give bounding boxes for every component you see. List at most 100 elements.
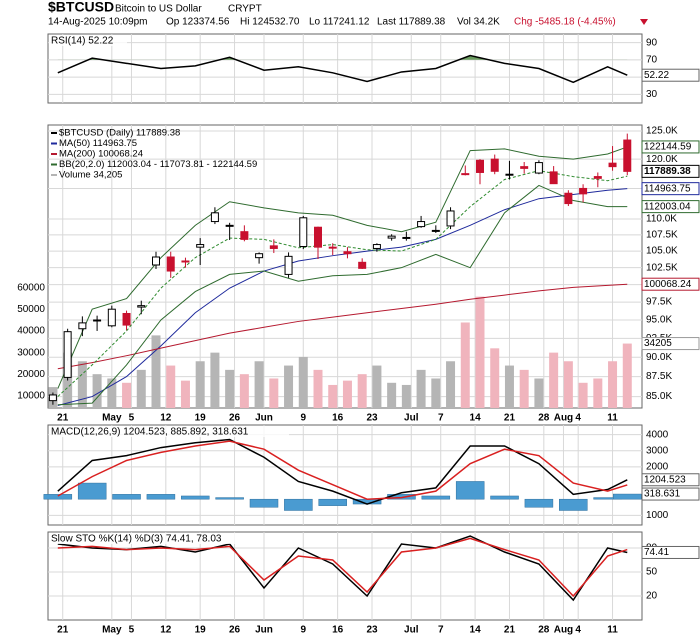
histogram-bar xyxy=(559,498,588,511)
x-tick-label: Aug xyxy=(554,625,573,636)
volume-bar xyxy=(460,322,470,408)
candle-body xyxy=(48,394,57,402)
volume-bar xyxy=(313,369,323,408)
x-tick-label: 21 xyxy=(504,413,516,424)
candle-body xyxy=(107,308,116,327)
panel-title-bg xyxy=(49,426,289,437)
value-tag: 117889.38 xyxy=(644,166,691,177)
y-tick-label: 90.0K xyxy=(646,352,672,363)
volume-bar xyxy=(431,378,441,408)
candle-body xyxy=(446,210,455,227)
value-tag: 100068.24 xyxy=(644,279,692,290)
y-tick-label: 85.0K xyxy=(646,391,672,402)
volume-bar xyxy=(269,378,279,408)
volume-bar xyxy=(342,380,352,408)
instrument-name: Bitcoin to US Dollar xyxy=(115,4,202,15)
y-tick-label: 90 xyxy=(646,37,658,48)
low: Lo 117241.12 xyxy=(309,17,370,28)
indicator-line xyxy=(57,440,628,500)
candle-body xyxy=(255,253,264,259)
value-tag-box xyxy=(641,182,700,196)
volume-bar xyxy=(166,365,176,408)
candle-body xyxy=(593,176,602,179)
volume-bar xyxy=(239,374,249,408)
candle-body xyxy=(520,166,529,169)
panel-title-bg xyxy=(49,533,253,544)
candle-body xyxy=(63,331,72,378)
histogram-bar xyxy=(181,495,210,500)
candle-body xyxy=(417,221,426,228)
x-tick-label: 28 xyxy=(538,413,550,424)
exchange: CRYPT xyxy=(228,4,262,15)
x-tick-label: 7 xyxy=(438,413,444,424)
y-tick-label: 107.5K xyxy=(646,230,678,241)
panel-title-bg xyxy=(49,35,127,46)
volume-bar xyxy=(563,361,573,408)
legend-label: MA(50) 114963.75 xyxy=(59,138,137,149)
x-tick-label: 12 xyxy=(160,413,172,424)
volume-bar xyxy=(77,361,87,408)
x-tick-label: 26 xyxy=(229,413,241,424)
y-tick-label: 97.5K xyxy=(646,297,672,308)
candle-body xyxy=(196,244,205,248)
volume-bar xyxy=(549,352,559,408)
candle-body xyxy=(93,319,102,322)
candle-body xyxy=(240,231,249,240)
volume-bar xyxy=(328,384,338,408)
volume-bar xyxy=(593,378,603,408)
volume-tick-label: 10000 xyxy=(17,390,45,401)
histogram-bar xyxy=(43,494,73,500)
x-tick-label: 16 xyxy=(332,413,344,424)
candle-body xyxy=(358,261,367,269)
candle-body xyxy=(137,305,146,308)
y-tick-label: 87.5K xyxy=(646,371,672,382)
y-tick-label: 50 xyxy=(646,567,658,578)
volume-bar xyxy=(446,361,456,408)
volume-bar xyxy=(534,378,544,408)
x-tick-label: 5 xyxy=(129,625,135,636)
x-tick-label: Jul xyxy=(404,625,419,636)
value-tag: 318.631 xyxy=(644,489,681,500)
x-tick-label: 16 xyxy=(332,625,344,636)
y-tick-label: 30 xyxy=(646,89,658,100)
candle-body xyxy=(461,173,470,176)
value-tag-box xyxy=(641,68,700,82)
y-tick-label: 20 xyxy=(646,591,658,602)
volume-tick-label: 40000 xyxy=(17,326,45,337)
x-tick-label: 21 xyxy=(57,413,69,424)
volume-bar xyxy=(372,365,382,408)
volume-bar xyxy=(210,352,220,408)
x-tick-label: 21 xyxy=(57,625,69,636)
volume-bar xyxy=(284,365,294,408)
candle-body xyxy=(181,260,190,263)
value-tag: 114963.75 xyxy=(644,183,691,194)
histogram-bar xyxy=(146,494,176,500)
panel-title: MACD(12,26,9) 1204.523, 885.892, 318.631 xyxy=(51,427,249,438)
x-tick-label: Jun xyxy=(255,413,273,424)
candle-body xyxy=(387,235,396,239)
candle-body xyxy=(78,322,87,330)
x-tick-label: 7 xyxy=(438,625,444,636)
volume-bar xyxy=(519,369,529,408)
overlay-line xyxy=(57,283,628,370)
x-tick-label: 4 xyxy=(575,413,581,424)
volume-bar xyxy=(504,365,514,408)
volume-bar xyxy=(622,343,632,408)
overlay-line xyxy=(57,184,628,406)
value-tag: 112003.04 xyxy=(644,201,691,212)
histogram-bar xyxy=(524,498,554,508)
histogram-bar xyxy=(421,495,451,500)
x-tick-label: 14 xyxy=(470,625,482,636)
panel-title: Slow STO %K(14) %D(3) 74.41, 78.03 xyxy=(51,534,222,545)
y-tick-label: 2000 xyxy=(646,462,669,473)
histogram-bar xyxy=(613,493,642,500)
candle-body xyxy=(534,162,543,174)
value-tag-box xyxy=(641,140,700,154)
candle-body xyxy=(623,139,632,172)
value-tag-box xyxy=(641,277,700,291)
candle-body xyxy=(122,312,131,326)
x-tick-label: 26 xyxy=(229,625,241,636)
volume-bar xyxy=(122,382,132,408)
legend-label: MA(200) 100068.24 xyxy=(59,149,143,160)
